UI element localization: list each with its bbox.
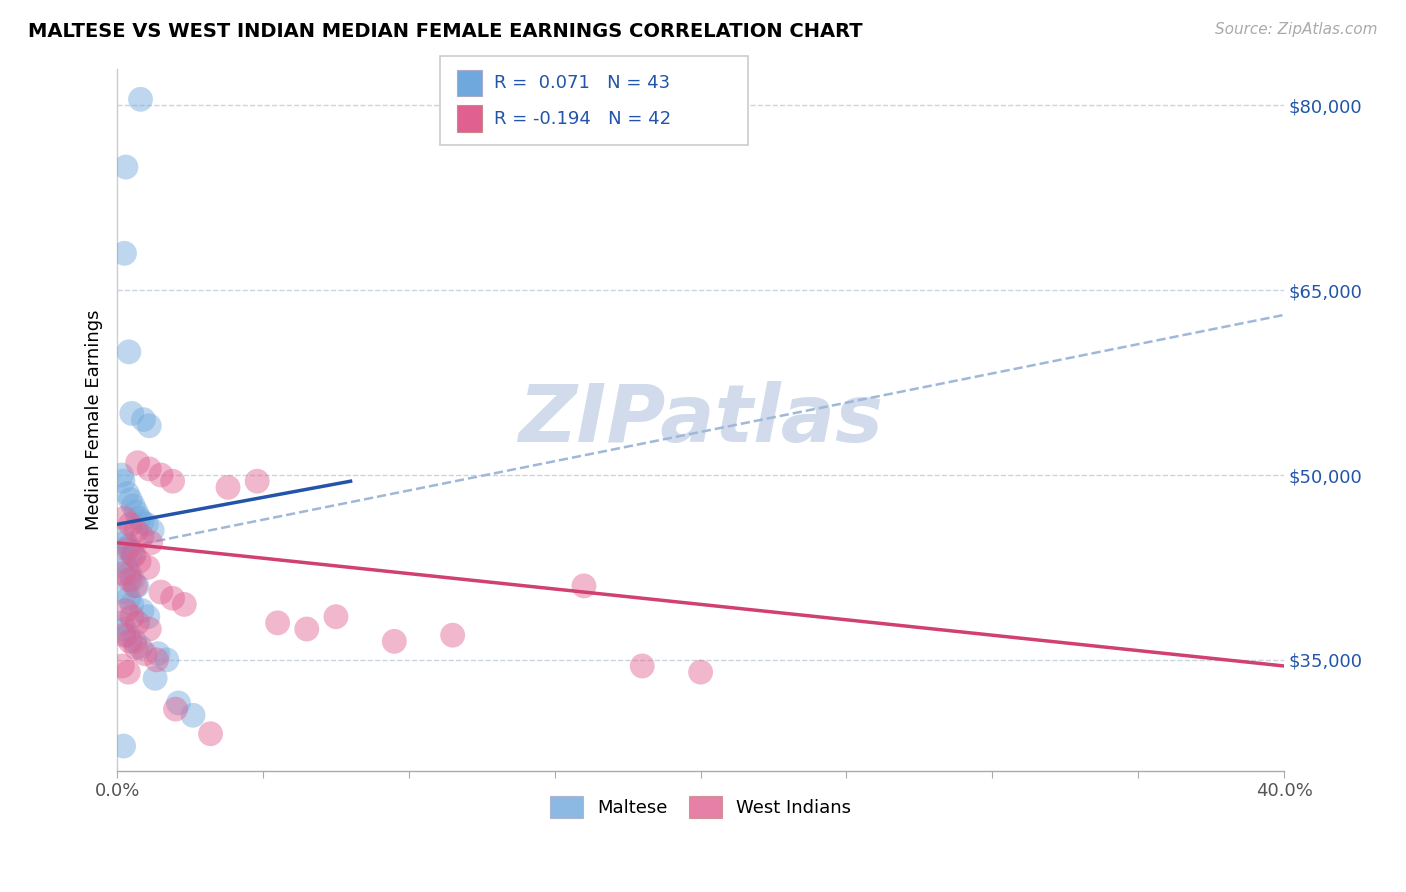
Point	[124, 579, 146, 593]
Y-axis label: Median Female Earnings: Median Female Earnings	[86, 310, 103, 530]
Point	[120, 492, 142, 507]
Point	[173, 598, 195, 612]
Point	[165, 702, 187, 716]
Point	[136, 609, 159, 624]
Point	[117, 486, 139, 500]
Point	[162, 474, 184, 488]
Legend: Maltese, West Indians: Maltese, West Indians	[543, 789, 858, 825]
Point	[149, 468, 172, 483]
Point	[111, 659, 134, 673]
Point	[136, 560, 159, 574]
Point	[156, 653, 179, 667]
Point	[112, 628, 135, 642]
Point	[217, 480, 239, 494]
Point	[128, 554, 150, 568]
Point	[295, 622, 318, 636]
Point	[115, 585, 138, 599]
Point	[167, 696, 190, 710]
Point	[114, 246, 136, 260]
Point	[131, 515, 153, 529]
Point	[149, 585, 172, 599]
Point	[138, 462, 160, 476]
Point	[112, 739, 135, 753]
Point	[114, 622, 136, 636]
Point	[122, 548, 145, 562]
Point	[200, 727, 222, 741]
Point	[120, 544, 142, 558]
Text: R = -0.194   N = 42: R = -0.194 N = 42	[494, 110, 671, 128]
Point	[145, 653, 167, 667]
Point	[115, 603, 138, 617]
Point	[129, 640, 152, 655]
Point	[110, 468, 132, 483]
Point	[139, 536, 162, 550]
Point	[117, 665, 139, 680]
Point	[138, 418, 160, 433]
Point	[181, 708, 204, 723]
Point	[135, 517, 157, 532]
Point	[118, 566, 141, 581]
Point	[122, 499, 145, 513]
Point	[122, 548, 145, 562]
Point	[129, 92, 152, 106]
Point	[146, 647, 169, 661]
Point	[138, 622, 160, 636]
Point	[125, 524, 148, 538]
Point	[325, 609, 347, 624]
Point	[118, 573, 141, 587]
Point	[246, 474, 269, 488]
Point	[689, 665, 711, 680]
Point	[125, 640, 148, 655]
Point	[141, 524, 163, 538]
Point	[121, 407, 143, 421]
Point	[162, 591, 184, 606]
Text: R =  0.071   N = 43: R = 0.071 N = 43	[494, 74, 669, 92]
Point	[124, 634, 146, 648]
Point	[131, 603, 153, 617]
Point	[118, 344, 141, 359]
Point	[125, 505, 148, 519]
Point	[266, 615, 288, 630]
Point	[115, 560, 138, 574]
Point	[112, 554, 135, 568]
Point	[120, 517, 142, 532]
Point	[131, 530, 153, 544]
Point	[118, 591, 141, 606]
Point	[134, 647, 156, 661]
Point	[125, 579, 148, 593]
Point	[111, 474, 134, 488]
Point	[111, 615, 134, 630]
Point	[117, 628, 139, 642]
Point	[128, 511, 150, 525]
Point	[118, 634, 141, 648]
Point	[112, 566, 135, 581]
Point	[121, 573, 143, 587]
Point	[572, 579, 595, 593]
Text: ZIPatlas: ZIPatlas	[517, 381, 883, 458]
Point	[121, 598, 143, 612]
Point	[132, 412, 155, 426]
Point	[117, 541, 139, 556]
Point	[127, 456, 149, 470]
Point	[115, 160, 138, 174]
Text: MALTESE VS WEST INDIAN MEDIAN FEMALE EARNINGS CORRELATION CHART: MALTESE VS WEST INDIAN MEDIAN FEMALE EAR…	[28, 22, 863, 41]
Point	[117, 540, 139, 554]
Point	[111, 530, 134, 544]
Point	[441, 628, 464, 642]
Point	[631, 659, 654, 673]
Point	[382, 634, 405, 648]
Point	[114, 511, 136, 525]
Point	[143, 671, 166, 685]
Point	[114, 536, 136, 550]
Point	[121, 609, 143, 624]
Text: Source: ZipAtlas.com: Source: ZipAtlas.com	[1215, 22, 1378, 37]
Point	[127, 615, 149, 630]
